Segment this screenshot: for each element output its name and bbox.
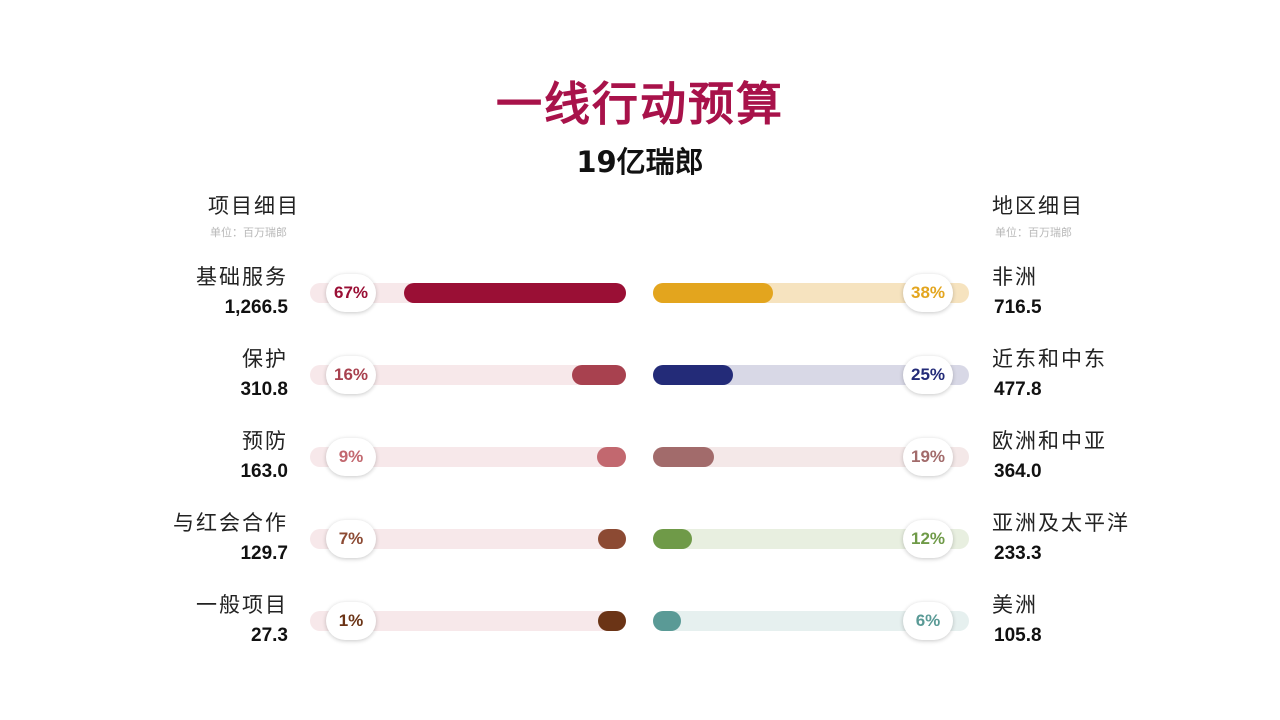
program-category-label: 一般项目 [196,593,288,617]
region-category-label: 近东和中东 [992,347,1107,371]
program-percent-badge: 16% [326,356,376,394]
program-bar [571,365,626,385]
region-bar-track: 25% [653,356,969,394]
program-value-label: 27.3 [251,625,288,646]
region-category-label: 非洲 [992,265,1038,289]
region-bar [653,283,773,303]
region-bar [653,529,693,549]
region-percent-badge: 25% [903,356,953,394]
program-bar [404,283,626,303]
program-bar-track: 1% [310,602,626,640]
region-value-label: 716.5 [994,297,1042,318]
program-percent-badge: 1% [326,602,376,640]
program-category-label: 基础服务 [196,265,288,289]
program-bar [598,529,626,549]
region-value-label: 364.0 [994,461,1042,482]
region-bar [653,611,681,631]
region-percent-badge: 12% [903,520,953,558]
chart-title: 一线行动预算 [496,77,784,131]
region-category-label: 美洲 [992,593,1038,617]
right-section-unit: 单位：百万瑞郎 [995,226,1072,239]
region-value-label: 233.3 [994,543,1042,564]
program-bar-track: 16% [310,356,626,394]
program-value-label: 1,266.5 [224,297,288,318]
program-bar-track: 7% [310,520,626,558]
chart-subtitle: 19亿瑞郎 [576,145,704,179]
region-percent-badge: 19% [903,438,953,476]
program-value-label: 129.7 [240,543,288,564]
program-category-label: 预防 [242,429,288,453]
program-percent-badge: 7% [326,520,376,558]
region-category-label: 欧洲和中亚 [992,429,1107,453]
region-bar-track: 12% [653,520,969,558]
region-bar-track: 6% [653,602,969,640]
right-section-heading: 地区细目 [992,194,1084,218]
program-bar-track: 9% [310,438,626,476]
region-category-label: 亚洲及太平洋 [992,511,1130,535]
left-section-heading: 项目细目 [208,194,300,218]
program-value-label: 163.0 [240,461,288,482]
program-percent-badge: 9% [326,438,376,476]
region-bar-track: 38% [653,274,969,312]
left-section-unit: 单位：百万瑞郎 [210,226,287,239]
program-category-label: 保护 [242,347,288,371]
program-category-label: 与红会合作 [173,511,288,535]
program-bar-track: 67% [310,274,626,312]
region-value-label: 105.8 [994,625,1042,646]
region-bar [653,447,714,467]
program-value-label: 310.8 [240,379,288,400]
region-value-label: 477.8 [994,379,1042,400]
region-percent-badge: 38% [903,274,953,312]
region-bar-track: 19% [653,438,969,476]
region-bar [653,365,734,385]
program-bar [598,611,626,631]
program-bar [597,447,626,467]
region-percent-badge: 6% [903,602,953,640]
program-percent-badge: 67% [326,274,376,312]
